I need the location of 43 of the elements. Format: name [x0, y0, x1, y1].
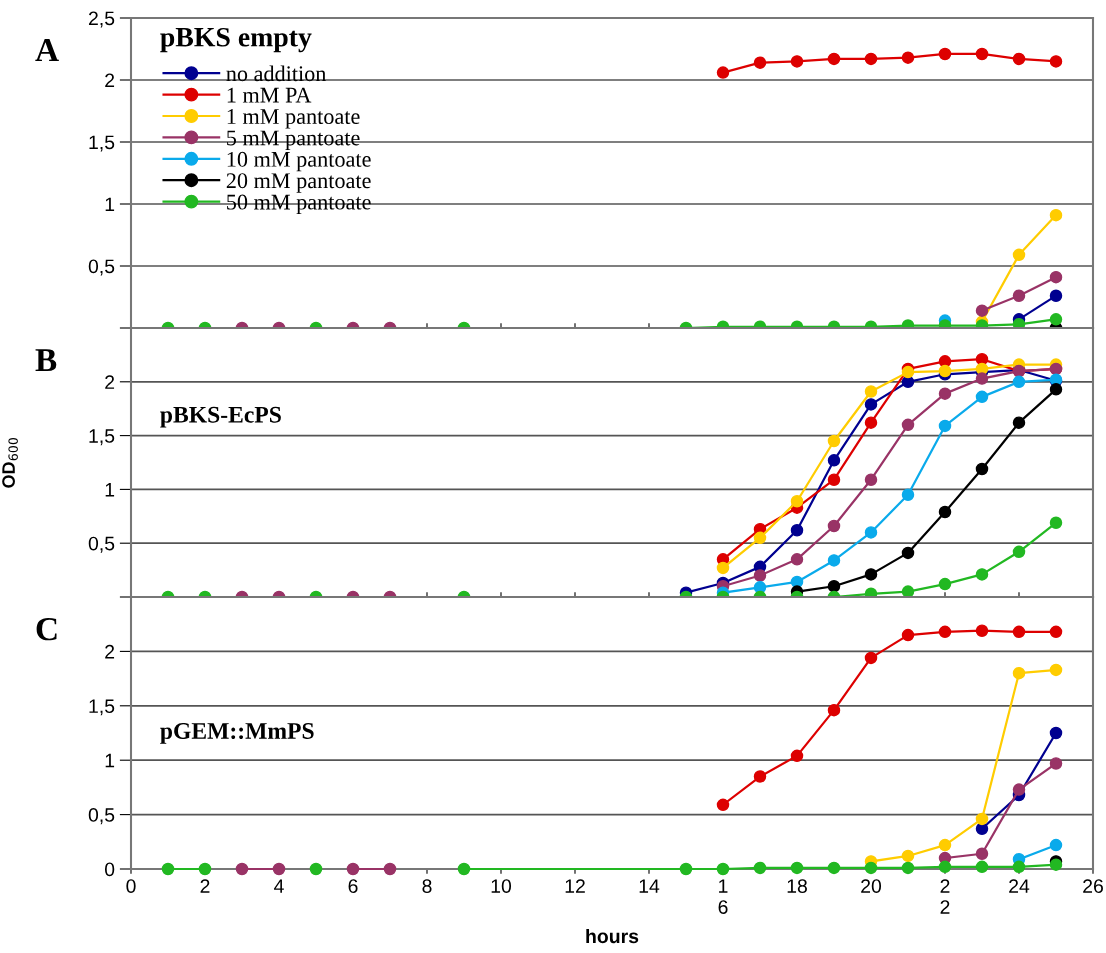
x-tick-label: 0: [126, 879, 136, 893]
x-tick-label: 2 2: [940, 879, 950, 914]
x-tick-label: 24: [1009, 879, 1030, 893]
text: pGEM::MmPS: [160, 723, 314, 744]
x-tick-label: 12: [565, 879, 585, 893]
legend-label: 20 mM pantoate: [226, 173, 371, 193]
chart-title: pBKS empty: [160, 27, 312, 53]
legend-label: 10 mM pantoate: [227, 151, 371, 172]
y-tick-label: 2: [105, 644, 115, 659]
text: B: [35, 349, 57, 372]
y-tick-label: 2: [105, 375, 115, 389]
y-axis-title: OD$_{600}$: [2, 437, 18, 488]
x-tick-label: 26: [1083, 879, 1103, 893]
text: A: [35, 39, 59, 62]
y-tick-label: 0: [104, 862, 115, 877]
y-tick-label: 0,5: [88, 536, 115, 553]
x-tick-label: 14: [639, 879, 660, 893]
y-tick-label: 1,5: [89, 699, 115, 716]
x-tick-label: 18: [787, 879, 807, 893]
x-tick-label: 20: [861, 879, 882, 893]
x-axis-title: hours: [586, 928, 639, 944]
x-tick-label: 10: [491, 879, 512, 893]
y-tick-label: 1,5: [89, 135, 115, 152]
x-tick-label: 8: [422, 879, 432, 893]
legend-label: no addition: [226, 65, 327, 82]
y-tick-label: 2: [105, 73, 115, 88]
y-tick-label: 2,5: [88, 11, 115, 28]
x-tick-label: 2: [200, 879, 210, 893]
y-tick-label: 0,5: [88, 259, 115, 276]
y-tick-label: 1: [105, 197, 115, 212]
text: C: [36, 617, 57, 641]
x-tick-label: 1 6: [718, 879, 728, 914]
y-tick-label: 1,5: [89, 429, 115, 446]
legend-label: 1 mM PA: [227, 87, 312, 103]
x-tick-label: 4: [274, 879, 284, 893]
legend-label: 5 mM pantoate: [227, 130, 360, 150]
legend-label: 1 mM pantoate: [227, 109, 360, 129]
y-tick-label: 0,5: [88, 808, 115, 825]
y-tick-label: 1: [105, 753, 115, 768]
text: pBKS-EcPS: [160, 406, 281, 428]
x-tick-label: 6: [348, 879, 358, 893]
y-tick-label: 1: [105, 483, 115, 497]
legend-label: 50 mM pantoate: [227, 194, 371, 215]
